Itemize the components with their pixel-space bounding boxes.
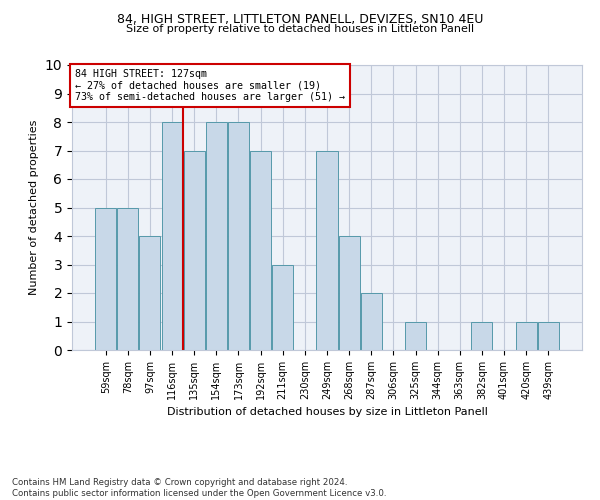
Bar [184,150,205,350]
Bar [316,150,338,350]
Bar [472,322,493,350]
Bar [272,264,293,350]
Bar [118,208,139,350]
Text: Size of property relative to detached houses in Littleton Panell: Size of property relative to detached ho… [126,24,474,34]
Bar [515,322,536,350]
Bar [95,208,116,350]
Bar [338,236,359,350]
Bar [161,122,182,350]
Bar [250,150,271,350]
Bar [405,322,426,350]
Bar [206,122,227,350]
Text: 84 HIGH STREET: 127sqm
← 27% of detached houses are smaller (19)
73% of semi-det: 84 HIGH STREET: 127sqm ← 27% of detached… [74,70,344,102]
X-axis label: Distribution of detached houses by size in Littleton Panell: Distribution of detached houses by size … [167,408,487,418]
Bar [139,236,160,350]
Bar [361,293,382,350]
Y-axis label: Number of detached properties: Number of detached properties [29,120,39,295]
Text: 84, HIGH STREET, LITTLETON PANELL, DEVIZES, SN10 4EU: 84, HIGH STREET, LITTLETON PANELL, DEVIZ… [117,12,483,26]
Text: Contains HM Land Registry data © Crown copyright and database right 2024.
Contai: Contains HM Land Registry data © Crown c… [12,478,386,498]
Bar [538,322,559,350]
Bar [228,122,249,350]
